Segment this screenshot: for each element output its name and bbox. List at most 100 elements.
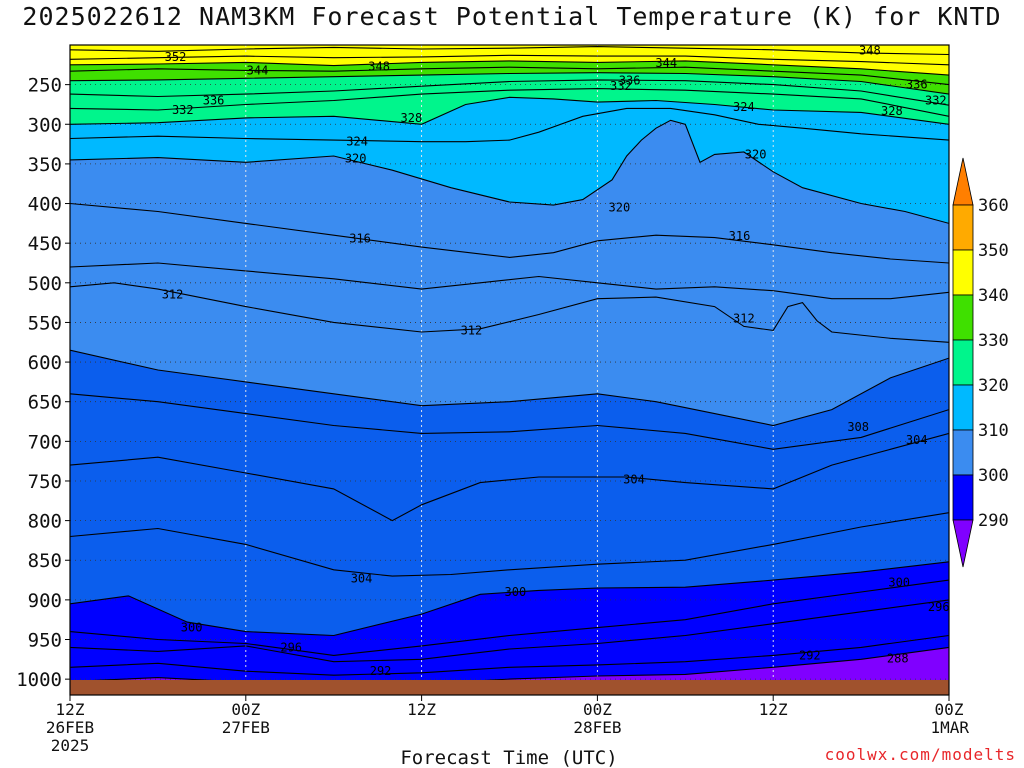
contour-label: 352 (165, 50, 187, 64)
contour-label: 324 (733, 100, 755, 114)
contour-label: 316 (349, 231, 371, 245)
contour-label: 336 (619, 74, 641, 88)
y-tick-label: 750 (28, 471, 62, 493)
isentrope-352 (70, 54, 949, 66)
contour-label: 300 (888, 575, 910, 589)
colorbar-max-arrow (952, 157, 974, 206)
contour-label: 348 (368, 59, 390, 73)
colorbar-segment (952, 294, 974, 341)
contour-label: 312 (162, 288, 184, 302)
isentrope-316 (70, 202, 949, 264)
contour-label: 292 (799, 648, 821, 662)
contour-label: 344 (247, 63, 269, 77)
y-tick-label: 250 (28, 75, 62, 97)
x-tick-label: 12Z (56, 700, 85, 719)
contour-label: 320 (609, 201, 631, 215)
contour-label: 320 (745, 147, 767, 161)
y-tick-label: 600 (28, 352, 62, 374)
plot-frame (69, 44, 950, 696)
x-tick-label: 12Z (407, 700, 436, 719)
isentrope-312 (70, 282, 949, 343)
x-tick-label: 00Z (935, 700, 964, 719)
contour-label: 300 (181, 621, 203, 635)
colorbar-segment (952, 249, 974, 296)
contour-label: 332 (172, 103, 194, 117)
isentrope-320 (70, 119, 949, 224)
isentrope-328 (70, 96, 949, 125)
y-tick-label: 450 (28, 233, 62, 255)
isentrope-324 (70, 107, 949, 143)
isentrope-304 (70, 432, 949, 522)
chart-title: 2025022612 NAM3KM Forecast Potential Tem… (22, 2, 1002, 31)
contour-label: 332 (925, 93, 947, 107)
pressure-axis: 250 300 350 400 450 500 550 600 650 700 750 800 850 9… (16, 75, 70, 691)
contour-label: 292 (370, 664, 392, 678)
isentrope-306 (70, 393, 949, 450)
isentrope-332 (70, 88, 949, 117)
contour-label: 332 (610, 79, 632, 93)
contour-label: 304 (623, 472, 645, 486)
colorbar-segment (952, 339, 974, 386)
colorbar-min-arrow (952, 519, 974, 568)
contour-label: 320 (345, 151, 367, 165)
colorbar-label: 300 (978, 466, 1009, 486)
contour-label: 312 (733, 311, 755, 325)
isentrope-314 (70, 262, 949, 300)
x-tick-label: 27FEB (222, 718, 270, 737)
contour-label: 312 (461, 323, 483, 337)
grid-lines (70, 45, 949, 695)
contour-label: 296 (280, 640, 302, 654)
colorbar-label: 320 (978, 376, 1009, 396)
y-tick-label: 800 (28, 511, 62, 533)
contour-label: 324 (346, 135, 368, 149)
credit-link[interactable]: coolwx.com/modelts (824, 745, 1016, 764)
x-tick-label: 28FEB (573, 718, 621, 737)
y-tick-label: 850 (28, 550, 62, 572)
y-tick-label: 700 (28, 431, 62, 453)
contour-label: 300 (505, 585, 527, 599)
isentrope-344 (70, 66, 949, 86)
contour-label: 308 (847, 420, 869, 434)
isentrope-348 (70, 60, 949, 76)
isentrope-300 (70, 561, 949, 637)
colorbar-label: 340 (978, 286, 1009, 306)
x-tick-label: 00Z (231, 700, 260, 719)
colorbar-label: 360 (978, 196, 1009, 216)
contour-label: 316 (729, 229, 751, 243)
y-tick-label: 400 (28, 194, 62, 216)
contour-label: 344 (655, 56, 677, 70)
contour-label: 304 (351, 571, 373, 585)
x-axis-label: Forecast Time (UTC) (400, 747, 617, 768)
colorbar-label: 350 (978, 241, 1009, 261)
isentrope-336 (70, 79, 949, 106)
isentrope-356 (70, 46, 949, 56)
colorbar-label: 330 (978, 331, 1009, 351)
colorbar-segment (952, 474, 974, 521)
ground-surface (70, 680, 949, 695)
x-tick-label: 26FEB (46, 718, 94, 737)
contour-label: 304 (906, 433, 928, 447)
contour-label: 288 (887, 652, 909, 666)
contour-label: 328 (401, 111, 423, 125)
contour-label: 296 (928, 600, 950, 614)
contour-label: 328 (881, 104, 903, 118)
y-tick-label: 900 (28, 590, 62, 612)
colorbar-segment (952, 204, 974, 251)
y-tick-label: 550 (28, 312, 62, 334)
y-tick-label: 950 (28, 630, 62, 652)
isentrope-302 (70, 512, 949, 577)
x-tick-label: 1MAR (930, 718, 969, 737)
y-tick-label: 650 (28, 392, 62, 414)
isentrope-lines (70, 46, 949, 685)
y-tick-label: 500 (28, 273, 62, 295)
colorbar: 360 350 340 330 320 310 300 290 (952, 157, 1009, 568)
colorbar-label: 310 (978, 421, 1009, 441)
contour-label: 348 (859, 44, 881, 58)
isentrope-308 (70, 349, 949, 427)
y-tick-label: 1000 (16, 669, 62, 691)
contour-label: 336 (906, 78, 928, 92)
contour-label: 336 (203, 93, 225, 107)
isentrope-292 (70, 634, 949, 676)
